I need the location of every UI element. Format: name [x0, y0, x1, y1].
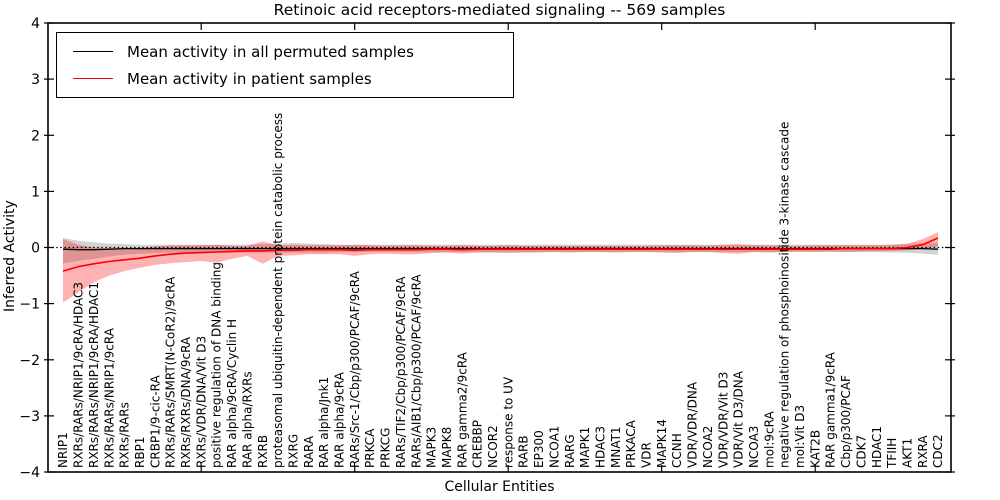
x-tick-label: CCNH [670, 433, 684, 468]
x-tick-label: RARs/TIF2/Cbp/p300/PCAF/9cRA [394, 276, 408, 468]
x-tick-label: RAR alpha/RXRs [240, 371, 254, 468]
x-tick-label: RARG [563, 434, 577, 468]
x-tick-label: CDC2 [931, 434, 945, 468]
y-tick-label: −2 [19, 353, 40, 369]
x-tick-label: EP300 [532, 430, 546, 468]
x-tick-label: RAR alpha/Jnk1 [317, 377, 331, 468]
x-tick-label: NCOA1 [547, 426, 561, 468]
x-tick-label: RXRs/RARs/NRIP1/9cRA/HDAC3 [72, 282, 86, 468]
x-tick-label: RAR alpha/9cRA [333, 371, 347, 468]
legend-entry-permuted: Mean activity in all permuted samples [73, 43, 513, 61]
x-tick-label: RARB [517, 435, 531, 468]
x-tick-label: RARs/AIB1/Cbp/p300/PCAF/9cRA [409, 274, 423, 468]
x-tick-label: proteasomal ubiquitin-dependent protein … [271, 113, 285, 468]
x-tick-label: VDR/VDR/DNA [686, 381, 700, 468]
legend-label-permuted: Mean activity in all permuted samples [127, 42, 414, 61]
x-tick-label: MNAT1 [609, 426, 623, 468]
x-axis-label: Cellular Entities [444, 479, 555, 495]
x-tick-label: KAT2B [808, 430, 822, 468]
x-tick-label: RXRB [256, 435, 270, 468]
x-tick-label: RAR gamma1/9cRA [824, 351, 838, 468]
legend: Mean activity in all permuted samples Me… [56, 32, 514, 98]
x-tick-label: positive regulation of DNA binding [210, 262, 224, 468]
chart-title: Retinoic acid receptors-mediated signali… [273, 1, 726, 19]
x-tick-label: negative regulation of phosphoinositide … [778, 122, 792, 468]
y-tick-label: 1 [31, 184, 40, 200]
x-tick-label: HDAC3 [594, 426, 608, 468]
x-tick-label: VDR/VDR/Vit D3 [716, 372, 730, 468]
x-tick-label: RBP1 [133, 437, 147, 468]
x-tick-label: RARA [302, 435, 316, 468]
patient-mean-line [62, 237, 939, 272]
patient-confidence-band [63, 232, 938, 303]
x-tick-label: NCOA2 [701, 426, 715, 468]
x-tick-label: mol:Vit D3 [793, 405, 807, 468]
x-tick-label: RXRs/RARs/NRIP1/9cRA/HDAC1 [87, 282, 101, 468]
x-tick-label: MAPK3 [425, 427, 439, 468]
x-tick-label: mol:9cRA [762, 411, 776, 468]
x-tick-label: PRKCG [379, 428, 393, 468]
x-tick-label: RAR gamma2/9cRA [455, 351, 469, 468]
y-tick-label: 3 [31, 72, 40, 88]
x-tick-label: PRKCA [363, 428, 377, 468]
y-tick-label: 4 [31, 16, 40, 32]
y-tick-label: −3 [19, 409, 40, 425]
x-tick-label: RXRs/RARs [118, 402, 132, 468]
x-tick-label: AKT1 [901, 438, 915, 468]
x-tick-label: CDK7 [854, 435, 868, 468]
x-tick-label: NRIP1 [56, 432, 70, 468]
x-tick-label: TFIIH [885, 438, 899, 469]
x-tick-label: RXRs/RARs/NRIP1/9cRA [102, 327, 116, 468]
y-tick-label: −1 [19, 297, 40, 313]
x-tick-label: NCOA3 [747, 426, 761, 468]
x-tick-label: RXRs/RXRs/DNA/9cRA [179, 336, 193, 468]
x-tick-label: MAPK14 [655, 419, 669, 468]
x-tick-label: MAPK8 [440, 427, 454, 468]
permuted-confidence-band [63, 238, 938, 264]
y-tick-label: 2 [31, 128, 40, 144]
x-tick-label: CREBBP [471, 420, 485, 468]
x-tick-label: VDR/Vit D3/DNA [732, 370, 746, 468]
x-tick-label: RXRA [916, 435, 930, 468]
x-tick-label: RAR alpha/9cRA/Cyclin H [225, 319, 239, 468]
x-tick-label: HDAC1 [870, 426, 884, 468]
y-tick-label: 0 [31, 241, 40, 257]
patient-line-swatch [73, 78, 113, 79]
x-tick-label: NCOR2 [486, 425, 500, 468]
x-tick-label: RXRs/VDR/DNA/Vit D3 [194, 336, 208, 468]
x-tick-label: MAPK1 [578, 427, 592, 468]
legend-entry-patient: Mean activity in patient samples [73, 70, 513, 88]
legend-label-patient: Mean activity in patient samples [127, 69, 372, 88]
x-tick-label: RXRG [287, 434, 301, 468]
x-tick-label: Cbp/p300/PCAF [839, 375, 853, 468]
x-tick-label: CRBP1/9-cic-RA [148, 374, 162, 468]
x-tick-label: RXRs/RARs/SMRT(N-CoR2)/9cRA [164, 276, 178, 468]
y-tick-label: −4 [19, 465, 40, 481]
x-tick-label: response to UV [501, 376, 515, 468]
x-tick-label: RARs/Src-1/Cbp/p300/PCAF/9cRA [348, 270, 362, 468]
x-tick-label: PRKACA [624, 419, 638, 468]
x-tick-label: VDR [640, 442, 654, 468]
y-axis-label: Inferred Activity [2, 200, 18, 312]
permuted-line-swatch [73, 51, 113, 52]
